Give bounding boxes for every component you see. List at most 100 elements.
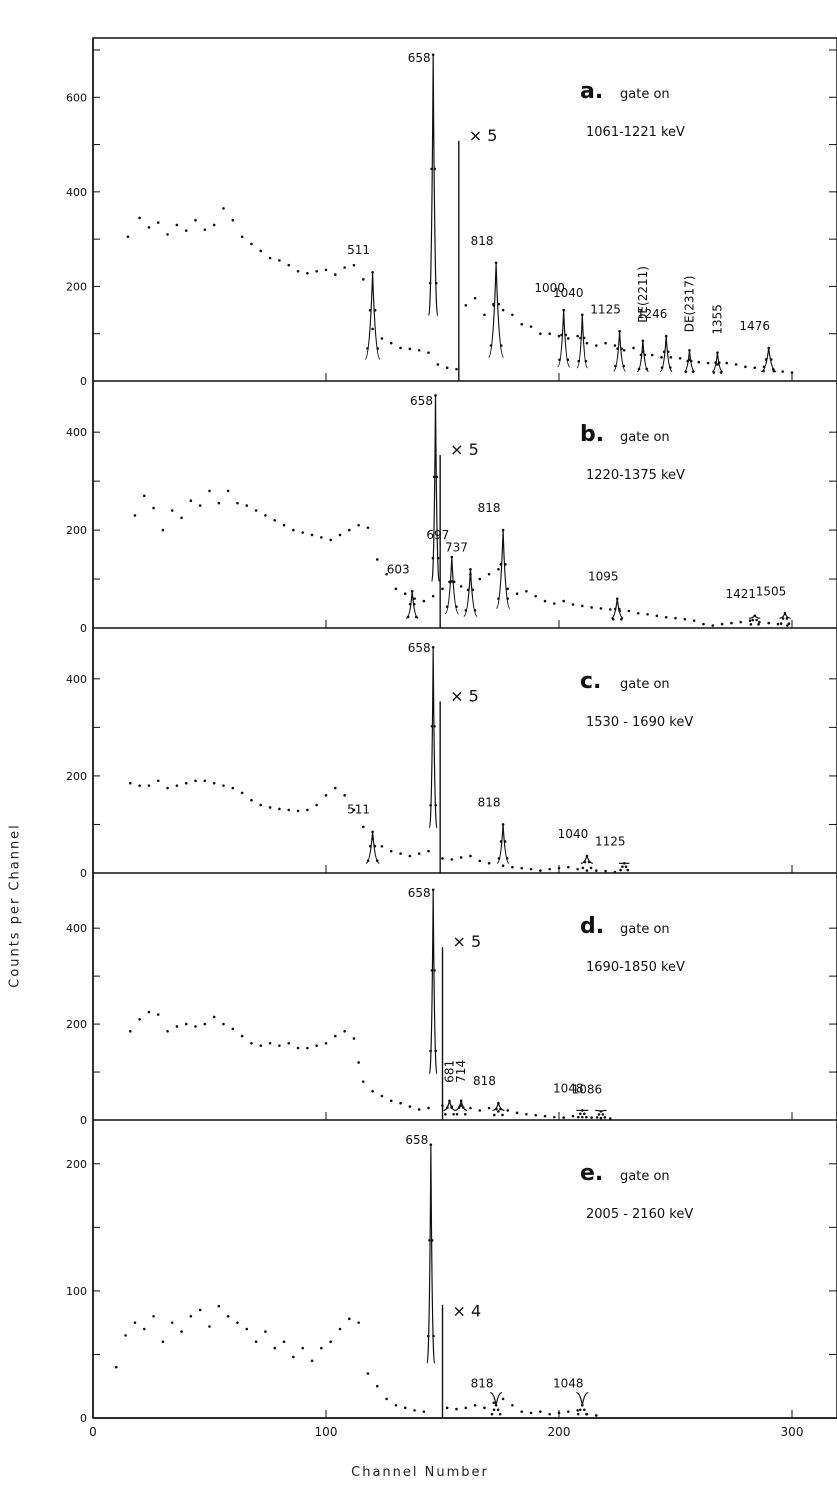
- data-point: [478, 577, 482, 581]
- peak-point: [376, 347, 380, 350]
- data-point: [259, 1044, 263, 1047]
- data-point: [315, 1044, 318, 1047]
- peak-label: 658: [408, 51, 431, 65]
- data-point: [203, 228, 207, 231]
- peak-point: [452, 1112, 455, 1116]
- y-tick-label: 200: [66, 770, 87, 783]
- peak-point: [432, 475, 436, 479]
- peak-label: 1476: [739, 319, 770, 333]
- data-point: [739, 620, 743, 624]
- data-point: [208, 489, 211, 493]
- data-point: [571, 603, 575, 606]
- peak-line: [444, 556, 460, 615]
- data-point: [366, 1372, 370, 1375]
- peak-point: [714, 361, 717, 364]
- data-point: [459, 585, 463, 588]
- data-point: [301, 531, 305, 534]
- peak-point: [412, 602, 416, 606]
- data-point: [576, 867, 579, 871]
- peak-line: [364, 272, 381, 360]
- data-point: [124, 1334, 127, 1337]
- data-point: [287, 263, 291, 267]
- panel-letter: c.: [580, 669, 601, 694]
- peak-point: [618, 330, 621, 333]
- data-point: [483, 313, 486, 317]
- data-point: [562, 599, 565, 603]
- data-point: [422, 1410, 426, 1413]
- data-point: [543, 1114, 547, 1118]
- data-point: [515, 1111, 519, 1115]
- data-point: [334, 1034, 337, 1038]
- peak-point: [373, 309, 377, 312]
- data-point: [273, 518, 277, 522]
- data-point: [567, 865, 570, 869]
- peak-point: [406, 615, 410, 619]
- peak-point: [595, 1116, 599, 1119]
- peak-point: [613, 607, 617, 611]
- data-point: [343, 266, 346, 269]
- peak-point: [373, 844, 377, 848]
- data-point: [702, 622, 705, 626]
- peak-point: [562, 308, 565, 312]
- peak-label: 1125: [595, 834, 626, 848]
- peak-point: [503, 840, 507, 843]
- data-point: [142, 1327, 146, 1331]
- peak-point: [616, 347, 619, 351]
- data-point: [413, 597, 416, 600]
- peak-point: [435, 475, 439, 479]
- peak-point: [433, 969, 436, 972]
- peak-label: 714: [454, 1060, 468, 1083]
- data-point: [776, 622, 780, 626]
- data-point: [212, 1015, 216, 1019]
- peak-label: 1505: [756, 584, 787, 598]
- peak-point: [643, 353, 647, 357]
- y-tick-label: 200: [66, 524, 87, 537]
- peak-label: 1048: [553, 1081, 584, 1095]
- data-point: [348, 1317, 351, 1321]
- peak-point: [660, 366, 664, 369]
- data-point: [315, 803, 318, 807]
- peak-point: [429, 1143, 433, 1147]
- data-point: [334, 786, 337, 790]
- data-point: [152, 1315, 155, 1318]
- data-point: [156, 221, 160, 224]
- data-point: [226, 1315, 230, 1318]
- peak-label: 1355: [710, 304, 724, 335]
- peak-point: [751, 618, 755, 622]
- peak-point: [410, 589, 414, 593]
- data-point: [324, 1041, 328, 1045]
- peak-point: [578, 1408, 582, 1412]
- data-point: [175, 223, 179, 227]
- data-point: [156, 1013, 160, 1016]
- data-point: [282, 1340, 286, 1344]
- peak-label: 1048: [553, 1376, 584, 1390]
- peak-point: [499, 1107, 502, 1111]
- data-point: [208, 1325, 211, 1328]
- data-point: [324, 268, 328, 272]
- data-point: [352, 808, 356, 812]
- peak-point: [558, 358, 561, 362]
- data-point: [254, 509, 258, 512]
- peak-point: [494, 261, 498, 265]
- data-point: [184, 229, 188, 232]
- data-point: [445, 1406, 449, 1410]
- data-point: [576, 1409, 579, 1412]
- peak-point: [434, 394, 437, 397]
- data-point: [594, 1414, 598, 1417]
- peak-point: [466, 588, 470, 592]
- peak-point: [779, 622, 783, 625]
- data-point: [385, 1397, 388, 1401]
- peak-point: [433, 724, 436, 728]
- data-point: [231, 218, 235, 222]
- data-point: [529, 867, 533, 871]
- peak-line: [576, 314, 589, 369]
- y-axis-label: Counts per Channel: [7, 823, 23, 988]
- peak-point: [505, 857, 509, 860]
- data-point: [278, 1044, 281, 1047]
- peak-label: DE(2211): [636, 266, 650, 323]
- data-point: [604, 341, 607, 345]
- peak-line: [636, 340, 649, 373]
- data-point: [585, 869, 589, 872]
